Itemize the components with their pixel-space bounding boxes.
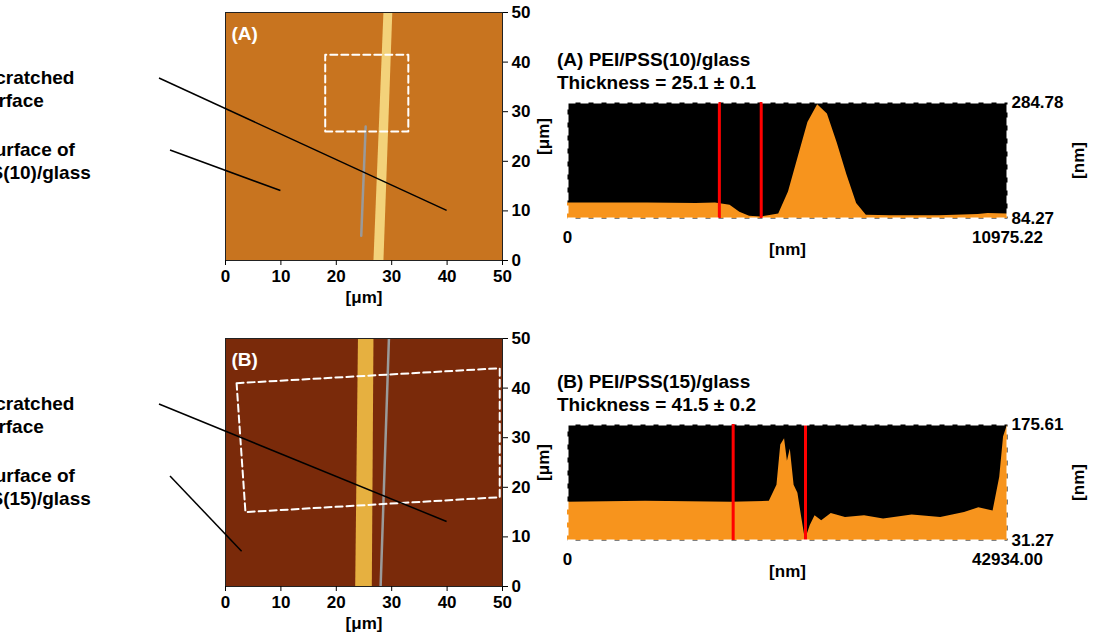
svg-text:[nm]: [nm] — [1069, 142, 1088, 179]
svg-text:50: 50 — [512, 4, 531, 22]
svg-text:50: 50 — [493, 593, 512, 612]
svg-text:30: 30 — [512, 102, 531, 121]
svg-text:284.78: 284.78 — [1012, 94, 1064, 112]
svg-text:30: 30 — [382, 593, 401, 612]
svg-text:10: 10 — [271, 267, 290, 286]
svg-text:40: 40 — [438, 593, 457, 612]
svg-text:The surface ofPEI/PSS(15)/glas: The surface ofPEI/PSS(15)/glass — [0, 465, 91, 509]
svg-text:0: 0 — [512, 577, 521, 596]
html-text:Thickness = 25.1 ± 0.1: Thickness = 25.1 ± 0.1 — [557, 72, 756, 93]
svg-text:0: 0 — [221, 593, 230, 612]
svg-text:31.27: 31.27 — [1012, 531, 1055, 550]
svg-text:0: 0 — [563, 228, 572, 247]
svg-text:84.27: 84.27 — [1012, 209, 1055, 228]
svg-text:20: 20 — [512, 478, 531, 497]
svg-text:10: 10 — [512, 201, 531, 220]
svg-text:(B): (B) — [232, 349, 258, 370]
svg-text:The scratchedsurface: The scratchedsurface — [0, 393, 74, 437]
svg-text:50: 50 — [512, 330, 531, 348]
svg-text:10975.22: 10975.22 — [972, 228, 1043, 247]
svg-text:[nm]: [nm] — [769, 562, 806, 581]
svg-text:20: 20 — [327, 267, 346, 286]
svg-text:[nm]: [nm] — [1069, 464, 1088, 501]
svg-text:30: 30 — [512, 428, 531, 447]
svg-text:42934.00: 42934.00 — [972, 550, 1043, 569]
svg-text:10: 10 — [271, 593, 290, 612]
svg-text:[μm]: [μm] — [346, 614, 383, 633]
html-text:(A) PEI/PSS(10)/glass: (A) PEI/PSS(10)/glass — [557, 49, 751, 70]
svg-text:20: 20 — [512, 152, 531, 171]
svg-text:The scratchedsurface: The scratchedsurface — [0, 67, 74, 111]
svg-text:0: 0 — [221, 267, 230, 286]
svg-text:30: 30 — [382, 267, 401, 286]
html-text:(B) PEI/PSS(15)/glass: (B) PEI/PSS(15)/glass — [557, 371, 751, 392]
svg-text:175.61: 175.61 — [1012, 416, 1064, 434]
svg-text:20: 20 — [327, 593, 346, 612]
svg-text:0: 0 — [563, 550, 572, 569]
svg-text:10: 10 — [512, 527, 531, 546]
svg-text:(A): (A) — [232, 23, 258, 44]
svg-text:40: 40 — [438, 267, 457, 286]
svg-text:[μm]: [μm] — [534, 444, 553, 481]
svg-text:0: 0 — [512, 251, 521, 270]
svg-text:[μm]: [μm] — [346, 288, 383, 307]
svg-text:The surface ofPEI/PSS(10)/glas: The surface ofPEI/PSS(10)/glass — [0, 139, 91, 183]
svg-text:50: 50 — [493, 267, 512, 286]
html-text:Thickness = 41.5 ± 0.2: Thickness = 41.5 ± 0.2 — [557, 394, 756, 415]
svg-text:40: 40 — [512, 53, 531, 72]
svg-text:[nm]: [nm] — [769, 240, 806, 259]
svg-text:40: 40 — [512, 379, 531, 398]
svg-text:[μm]: [μm] — [534, 118, 553, 155]
